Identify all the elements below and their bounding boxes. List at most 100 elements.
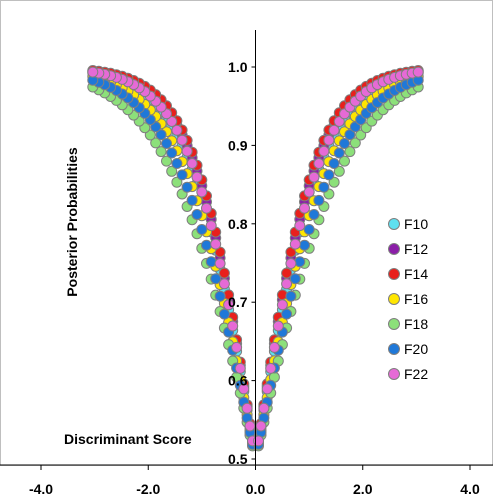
x-tick-label: 0.0 [246, 481, 266, 497]
data-point-f22 [210, 238, 222, 250]
legend-marker-f12 [388, 243, 400, 255]
legend-marker-f22 [388, 368, 400, 380]
data-point-f20 [289, 273, 301, 285]
data-point-f22 [299, 202, 310, 214]
data-point-f18 [155, 146, 167, 158]
data-point-f22 [328, 124, 340, 136]
data-point-f18 [333, 165, 345, 177]
data-point-f22 [166, 116, 178, 127]
data-point-f22 [268, 341, 280, 353]
legend-marker-f14 [388, 268, 400, 280]
legend-marker-f18 [388, 318, 400, 330]
legend: F10 F12 F14 F16 F18 F20 F22 [388, 216, 428, 382]
data-point-f20 [303, 224, 315, 235]
y-tick-label: 0.5 [228, 451, 248, 467]
data-point-f22 [171, 124, 183, 136]
data-point-f14 [281, 267, 293, 279]
data-point-f20 [205, 256, 217, 268]
data-point-f22 [412, 66, 424, 78]
data-point-f22 [241, 402, 253, 414]
data-point-f18 [349, 137, 361, 149]
data-point-f22 [214, 258, 226, 269]
data-point-f22 [258, 402, 270, 414]
y-tick-label: 0.8 [228, 216, 248, 232]
x-axis-title: Discriminant Score [64, 431, 192, 447]
data-point-f20 [166, 147, 178, 159]
data-point-f22 [272, 320, 284, 332]
data-point-f18 [161, 155, 172, 167]
data-point-f22 [308, 171, 320, 183]
data-point-f22 [218, 278, 230, 290]
data-point-f18 [328, 176, 340, 188]
legend-marker-f20 [388, 343, 400, 355]
data-point-f14 [218, 267, 230, 279]
x-tick-label: 4.0 [460, 481, 480, 497]
data-point-f22 [196, 186, 208, 198]
data-point-f18 [150, 137, 162, 149]
data-point-f20 [339, 138, 350, 149]
y-tick-label: 0.9 [228, 137, 248, 153]
data-point-f22 [318, 145, 330, 157]
data-point-f20 [299, 239, 310, 251]
data-point-f22 [191, 171, 203, 183]
data-point-f20 [155, 129, 167, 141]
y-tick-label: 0.6 [228, 373, 248, 389]
data-point-f20 [294, 256, 306, 268]
legend-marker-f10 [388, 218, 400, 230]
y-tick-label: 0.7 [228, 294, 248, 310]
data-point-f20 [201, 239, 212, 251]
data-point-f20 [161, 138, 172, 149]
tick-labels: -4.0 -2.0 0.0 2.0 4.0 0.5 0.6 0.7 0.8 0.9 1.0 [29, 59, 480, 497]
data-point-f20 [285, 290, 297, 302]
legend-marker-f16 [388, 293, 400, 305]
data-point-f20 [328, 158, 340, 169]
x-tick-label: -4.0 [29, 481, 53, 497]
data-point-f22 [323, 134, 335, 146]
legend-label-f16: F16 [404, 291, 428, 307]
data-point-f22 [276, 299, 288, 311]
data-point-f20 [344, 129, 356, 141]
data-point-f22 [333, 116, 345, 127]
data-point-f20 [214, 290, 226, 302]
y-axis-title: Posterior Probabilities [64, 147, 80, 297]
data-point-f20 [186, 194, 198, 206]
legend-label-f12: F12 [404, 241, 428, 257]
data-point-f20 [333, 147, 345, 159]
data-point-f22 [231, 341, 243, 353]
data-point-f18 [166, 165, 178, 177]
data-point-f20 [181, 181, 193, 193]
data-point-f22 [227, 320, 239, 332]
data-point-f18 [171, 176, 183, 188]
data-point-f22 [223, 299, 235, 311]
data-point-f22 [285, 258, 297, 269]
data-point-f22 [186, 158, 198, 169]
data-point-f22 [255, 420, 267, 432]
legend-label-f20: F20 [404, 341, 428, 357]
data-point-f20 [210, 273, 222, 285]
legend-label-f14: F14 [404, 266, 428, 282]
data-point-f20 [218, 308, 230, 320]
data-point-f20 [191, 209, 203, 220]
data-point-f22 [313, 158, 325, 169]
data-point-f20 [176, 169, 188, 181]
legend-label-f18: F18 [404, 316, 428, 332]
data-point-f20 [196, 224, 208, 235]
data-point-f20 [323, 169, 335, 181]
data-point-f22 [238, 383, 250, 395]
data-point-f20 [318, 181, 330, 193]
data-point-f22 [205, 220, 217, 232]
data-point-f20 [349, 121, 361, 133]
data-point-f22 [281, 278, 293, 290]
data-point-f22 [303, 186, 315, 198]
y-tick-label: 1.0 [228, 59, 248, 75]
data-point-f22 [201, 202, 212, 214]
data-point-f22 [265, 362, 277, 374]
legend-label-f22: F22 [404, 366, 428, 382]
data-point-f18 [344, 146, 356, 158]
x-tick-label: -2.0 [136, 481, 160, 497]
data-point-f22 [261, 383, 273, 395]
data-point-f22 [87, 66, 99, 78]
x-tick-label: 2.0 [353, 481, 373, 497]
data-point-f20 [313, 194, 325, 206]
